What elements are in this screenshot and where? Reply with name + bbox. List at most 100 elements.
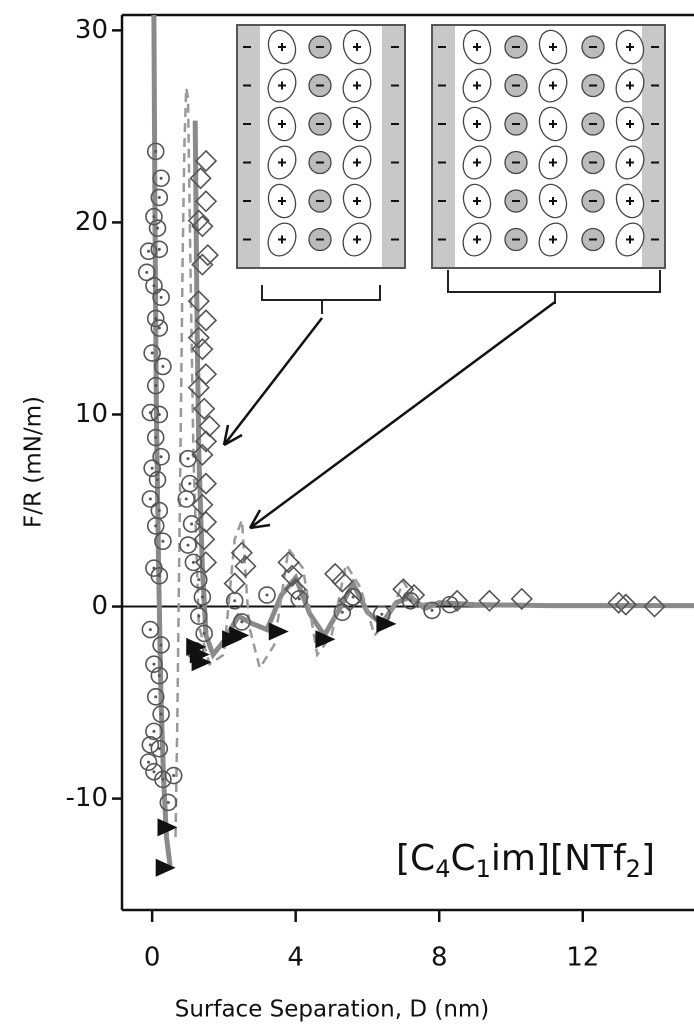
diamond-point — [191, 215, 214, 238]
circle-point — [145, 207, 163, 226]
y-tick-label: 30 — [75, 15, 108, 45]
circle-point — [423, 601, 441, 620]
marker-dot — [159, 455, 163, 459]
diamond-point — [187, 209, 210, 232]
circle-point — [146, 309, 165, 328]
marker-dot — [186, 543, 190, 547]
marker — [150, 319, 169, 337]
marker — [145, 655, 163, 673]
marker — [150, 188, 169, 207]
circle-point — [139, 753, 158, 771]
marker — [141, 490, 160, 508]
marker — [141, 403, 160, 422]
diamond-point — [607, 591, 630, 614]
marker — [146, 309, 165, 328]
triangle-point — [157, 818, 178, 837]
diamond-point — [392, 578, 415, 601]
marker-dot — [166, 800, 170, 804]
marker — [154, 357, 172, 376]
marker — [150, 567, 169, 585]
marker — [182, 515, 201, 533]
marker — [150, 405, 169, 424]
marker-dot — [197, 578, 201, 582]
marker — [141, 620, 160, 639]
circle-point — [141, 490, 160, 508]
marker-dot — [156, 226, 160, 230]
marker-dot — [157, 412, 161, 416]
marker — [184, 553, 203, 572]
diamond-point — [284, 578, 307, 601]
marker-dot — [161, 364, 165, 368]
marker-dot — [340, 610, 344, 614]
marker — [179, 536, 197, 554]
circle-point — [145, 722, 163, 741]
marker-dot — [240, 620, 244, 624]
circle-point — [143, 344, 161, 362]
annotation: [C4C1im][NTf2] — [396, 838, 655, 883]
circle-point — [154, 532, 172, 551]
circle-point — [184, 553, 203, 572]
circle-point — [233, 613, 251, 631]
diamond-point — [198, 414, 221, 438]
marker — [233, 613, 251, 631]
bracket — [261, 285, 381, 314]
x-tick-label: 12 — [566, 943, 599, 973]
circle-point — [290, 590, 309, 608]
marker — [152, 705, 170, 723]
circle-point — [146, 428, 165, 447]
marker-dot — [172, 774, 176, 778]
diamond-point — [230, 541, 253, 564]
marker-dot — [380, 612, 384, 616]
marker-dot — [197, 614, 201, 618]
marker-dot — [154, 316, 158, 320]
diamond-point — [194, 472, 218, 495]
marker — [137, 263, 156, 282]
circle-point — [150, 240, 169, 259]
circle-point — [150, 739, 169, 758]
diamond-point — [277, 551, 300, 574]
circle-point — [152, 169, 170, 188]
marker-dot — [186, 457, 190, 461]
diamond-point — [280, 564, 304, 587]
marker-dot — [159, 712, 163, 716]
circle-point — [150, 567, 169, 585]
circle-point — [146, 376, 165, 395]
marker — [143, 344, 161, 362]
marker-dot — [159, 643, 163, 647]
circle-point — [146, 688, 165, 706]
x-tick-label: 4 — [287, 943, 304, 973]
x-tick-label: 8 — [431, 943, 448, 973]
marker-dot — [157, 326, 161, 330]
marker — [423, 601, 441, 620]
marker-dot — [430, 608, 434, 612]
x-tick-label: 0 — [144, 943, 161, 973]
diamond-point — [191, 338, 214, 361]
marker-dot — [157, 747, 161, 751]
marker — [154, 770, 172, 789]
triangle-point — [229, 626, 250, 645]
marker — [344, 588, 362, 606]
marker-dot — [157, 247, 161, 251]
y-tick-label: -10 — [66, 783, 108, 813]
circle-point — [150, 666, 169, 685]
marker-dot — [154, 436, 158, 440]
marker-dot — [161, 777, 165, 781]
diamond-point — [510, 587, 533, 610]
inset-diagrams — [222, 24, 666, 530]
circle-point — [143, 459, 161, 478]
marker — [150, 240, 169, 259]
diamond-point — [187, 326, 210, 349]
annotation-part: im][NTf — [491, 838, 627, 879]
diamond-point — [193, 397, 216, 420]
diamond-point — [331, 570, 354, 593]
circle-point — [148, 470, 167, 489]
marker — [152, 447, 170, 466]
marker-dot — [157, 674, 161, 678]
marker — [146, 688, 165, 706]
diamond-point — [194, 430, 218, 453]
arrow — [248, 300, 556, 530]
diamond-point — [194, 149, 218, 173]
marker — [189, 570, 208, 589]
diamond-point — [234, 555, 257, 578]
marker — [150, 739, 169, 758]
